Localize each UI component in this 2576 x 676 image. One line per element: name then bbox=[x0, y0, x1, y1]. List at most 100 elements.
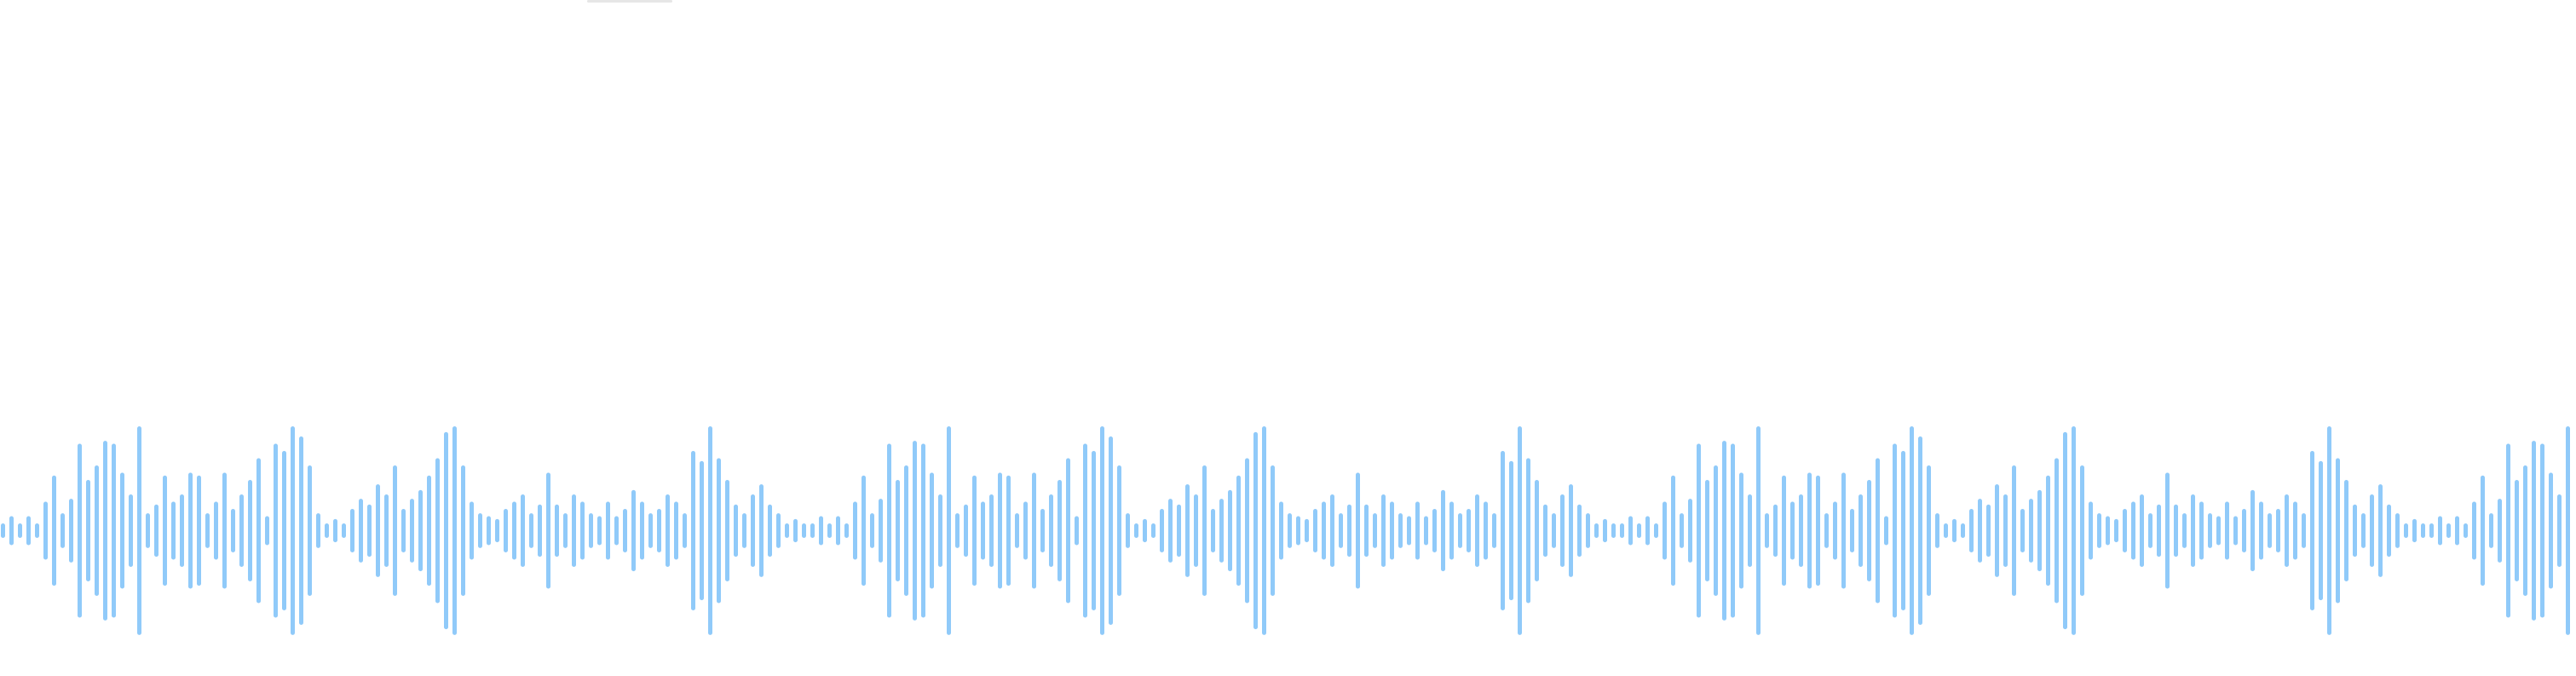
waveform-bar bbox=[862, 475, 866, 586]
waveform-bar bbox=[461, 465, 465, 596]
waveform-bar bbox=[2515, 480, 2519, 581]
waveform-bar bbox=[904, 465, 908, 596]
waveform-bar bbox=[26, 516, 31, 546]
waveform-bar bbox=[1075, 516, 1079, 546]
waveform-bar bbox=[1697, 443, 1701, 618]
waveform-bar bbox=[691, 451, 695, 610]
waveform-bar bbox=[2498, 499, 2502, 563]
waveform-bar bbox=[2276, 509, 2280, 552]
waveform-bar bbox=[2140, 494, 2144, 567]
waveform-bar bbox=[589, 513, 593, 548]
waveform-bar bbox=[2233, 516, 2238, 546]
waveform-bar bbox=[478, 513, 482, 548]
waveform-bar bbox=[2020, 509, 2025, 552]
waveform-bar bbox=[1390, 501, 1394, 560]
waveform-bar bbox=[1262, 426, 1266, 635]
waveform-bar bbox=[708, 426, 712, 635]
waveform-bar bbox=[751, 494, 755, 567]
waveform-bar bbox=[146, 513, 150, 548]
waveform-bar bbox=[1816, 475, 1820, 586]
waveform-bar bbox=[274, 443, 278, 618]
waveform-bar bbox=[197, 475, 201, 586]
waveform-bar bbox=[1432, 509, 1437, 552]
waveform-bar bbox=[1876, 458, 1880, 604]
waveform-bar bbox=[282, 451, 286, 610]
waveform-bar bbox=[2208, 513, 2212, 548]
waveform-bar bbox=[427, 475, 431, 586]
waveform-bar bbox=[316, 513, 320, 548]
waveform-bar bbox=[487, 516, 491, 546]
waveform-bar bbox=[623, 509, 627, 552]
waveform-bar bbox=[393, 465, 397, 596]
waveform-bar bbox=[512, 501, 516, 560]
waveform-bar bbox=[1918, 436, 1922, 625]
waveform-bar bbox=[1535, 480, 1539, 581]
waveform-bar bbox=[1364, 504, 1369, 558]
waveform-bar bbox=[947, 426, 951, 635]
waveform-bar bbox=[717, 458, 721, 604]
waveform-bar bbox=[683, 513, 687, 548]
waveform-bar bbox=[163, 475, 167, 586]
waveform-bar bbox=[674, 501, 678, 560]
waveform-bar bbox=[1415, 501, 1420, 560]
waveform-bar bbox=[2412, 518, 2417, 543]
waveform-bar bbox=[930, 472, 934, 589]
waveform-bar bbox=[1194, 494, 1198, 567]
waveform-bar bbox=[2293, 501, 2297, 560]
waveform-bar bbox=[2481, 475, 2485, 586]
waveform-bar bbox=[1611, 523, 1616, 538]
waveform-bar bbox=[1236, 475, 1241, 586]
waveform-bar bbox=[2225, 501, 2229, 560]
waveform-bar bbox=[785, 523, 789, 538]
waveform-bar bbox=[1543, 504, 1547, 558]
waveform-bar bbox=[1509, 460, 1513, 601]
waveform-bar bbox=[1398, 513, 1403, 548]
waveform-bar bbox=[52, 475, 56, 586]
waveform-bar bbox=[1944, 523, 1948, 538]
waveform-bar bbox=[2003, 494, 2008, 567]
waveform-bar bbox=[981, 501, 985, 560]
waveform-bar bbox=[2012, 465, 2016, 596]
waveform-bar bbox=[1927, 465, 1931, 596]
waveform-bar bbox=[2455, 516, 2459, 546]
waveform-bar bbox=[1859, 494, 1863, 567]
waveform-bar bbox=[2327, 426, 2331, 635]
waveform-bar bbox=[1313, 509, 1317, 552]
waveform-bar bbox=[2165, 472, 2170, 589]
waveform-bar bbox=[1722, 441, 1726, 621]
waveform-bar bbox=[1824, 513, 1829, 548]
waveform-bar bbox=[989, 494, 994, 567]
waveform-bar bbox=[129, 494, 133, 567]
waveform-bar bbox=[2557, 494, 2562, 567]
waveform-bar bbox=[1305, 518, 1309, 543]
waveform-bar bbox=[700, 460, 704, 601]
waveform-bar bbox=[844, 523, 849, 538]
waveform-bar bbox=[793, 518, 798, 543]
waveform-bar bbox=[1117, 465, 1121, 596]
waveform-bar bbox=[1731, 443, 1735, 618]
waveform-bar bbox=[1475, 494, 1479, 567]
scrub-handle-indicator[interactable] bbox=[587, 0, 672, 3]
waveform-bar bbox=[2472, 501, 2476, 560]
waveform-bar bbox=[1177, 504, 1181, 558]
waveform-bar bbox=[1739, 472, 1743, 589]
waveform-bar bbox=[1756, 426, 1761, 635]
waveform-bar bbox=[1066, 458, 1070, 604]
waveform-bar bbox=[1100, 426, 1104, 635]
waveform-bar bbox=[2106, 516, 2110, 546]
waveform-bar bbox=[1288, 513, 1292, 548]
waveform-bar bbox=[1620, 523, 1624, 538]
waveform-bar bbox=[1467, 509, 1471, 552]
waveform-bar bbox=[2438, 516, 2442, 546]
waveform-bar bbox=[648, 513, 653, 548]
waveform-bar bbox=[1484, 501, 1488, 560]
waveform-bar bbox=[1850, 509, 1854, 552]
waveform-bar bbox=[1501, 451, 1505, 610]
waveform-bar bbox=[879, 499, 883, 563]
audio-waveform bbox=[1, 426, 2570, 635]
waveform-bar bbox=[1330, 494, 1334, 567]
waveform-bar bbox=[1705, 480, 1709, 581]
waveform-bar bbox=[495, 518, 499, 543]
waveform-bar bbox=[2123, 509, 2127, 552]
waveform-bar bbox=[2404, 523, 2408, 538]
